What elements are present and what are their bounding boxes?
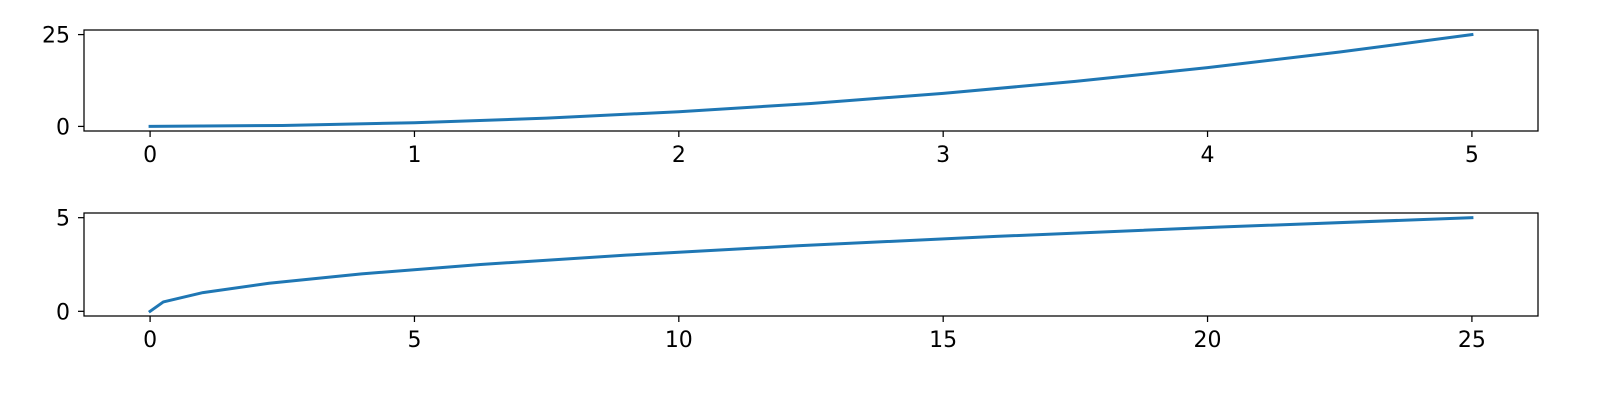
bottom-subplot-x-tick-label: 15 — [929, 328, 957, 353]
top-subplot-frame — [83, 29, 1539, 132]
top-subplot-y-ticks: 0 25 — [42, 24, 84, 140]
top-subplot-x-tick-label: 5 — [1465, 143, 1479, 168]
bottom-subplot-frame — [83, 212, 1539, 317]
bottom-subplot-x-tick-label: 25 — [1458, 328, 1486, 353]
bottom-subplot-x-ticks: 0 5 10 15 20 25 — [143, 316, 1486, 353]
top-subplot-x-tick-label: 0 — [143, 143, 157, 168]
bottom-subplot-x-tick-label: 20 — [1194, 328, 1222, 353]
top-subplot-y-tick-label: 0 — [56, 115, 70, 140]
bottom-subplot: 0 5 10 15 20 25 05 — [56, 207, 1539, 353]
top-subplot-x-tick-label: 2 — [672, 143, 686, 168]
bottom-subplot-y-tick-label: 5 — [56, 207, 70, 232]
bottom-subplot-y-tick-label: 0 — [56, 300, 70, 325]
bottom-subplot-x-tick-label: 0 — [143, 328, 157, 353]
bottom-subplot-y-ticks: 05 — [56, 207, 84, 325]
bottom-subplot-series-line-1 — [147, 216, 1474, 314]
top-subplot-x-ticks: 0 1 2 3 4 5 — [143, 131, 1479, 168]
top-subplot: 0 1 2 3 4 5 0 25 — [42, 24, 1539, 168]
top-subplot-x-tick-label: 3 — [936, 143, 950, 168]
bottom-subplot-x-tick-label: 10 — [665, 328, 693, 353]
top-subplot-y-tick-label: 25 — [42, 24, 70, 49]
bottom-subplot-x-tick-label: 5 — [407, 328, 421, 353]
top-subplot-series-line-1 — [148, 32, 1474, 128]
top-subplot-series-layer — [148, 32, 1474, 128]
bottom-subplot-series-layer — [147, 216, 1474, 314]
top-subplot-x-tick-label: 4 — [1201, 143, 1215, 168]
top-subplot-x-tick-label: 1 — [407, 143, 421, 168]
